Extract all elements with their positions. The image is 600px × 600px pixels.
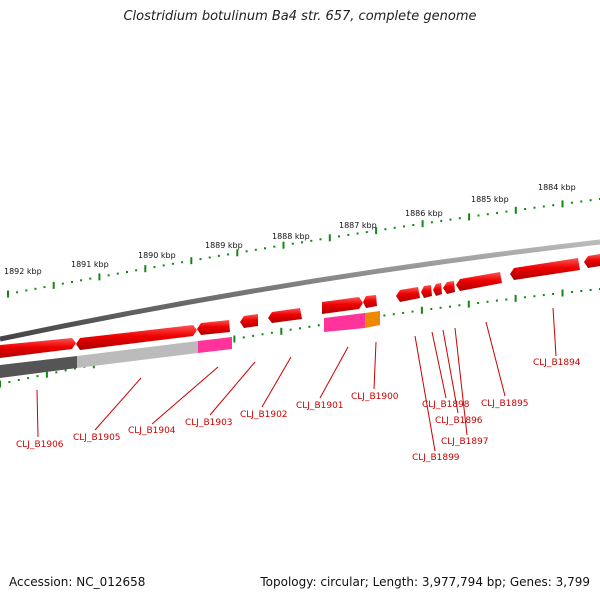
gene-label-1896: CLJ_B1896 — [435, 416, 483, 426]
gene-label-1906: CLJ_B1906 — [16, 440, 64, 450]
gene-arrow-1904 — [197, 320, 230, 335]
kbp-label-1885: 1885 kbp — [471, 195, 509, 204]
gene-label-1904: CLJ_B1904 — [128, 426, 176, 436]
gene-arrow-1897 — [433, 283, 442, 296]
backbone-ring — [0, 239, 600, 342]
gene-labels: CLJ_B1906 CLJ_B1905 CLJ_B1904 CLJ_B1903 … — [16, 358, 581, 463]
gene-label-1898: CLJ_B1898 — [422, 400, 470, 410]
gene-arrow-1893 — [584, 254, 600, 268]
gene-label-1903: CLJ_B1903 — [185, 418, 233, 428]
gene-arrow-1906 — [0, 338, 76, 358]
accession-text: Accession: NC_012658 — [9, 575, 146, 589]
pink-feature-1901 — [324, 313, 365, 332]
gene-arrow-1900 — [363, 295, 377, 308]
kbp-labels: 1892 kbp 1891 kbp 1890 kbp 1889 kbp 1888… — [4, 183, 576, 276]
gene-arrow-1901 — [322, 297, 363, 314]
kbp-label-1888: 1888 kbp — [272, 232, 310, 241]
gene-arrow-1905 — [76, 325, 197, 350]
kbp-label-1884: 1884 kbp — [538, 183, 576, 192]
kbp-label-1886: 1886 kbp — [405, 209, 443, 218]
gene-arrow-1903 — [240, 314, 258, 328]
light-grey-feature — [77, 341, 198, 368]
forward-strand-genes — [0, 254, 600, 358]
gene-label-1901: CLJ_B1901 — [296, 401, 344, 411]
pink-feature-1904 — [198, 337, 232, 353]
gene-arrow-1899 — [396, 287, 420, 302]
outer-scale-ticks — [7, 198, 600, 298]
orange-feature-1900 — [365, 311, 380, 328]
gene-label-1902: CLJ_B1902 — [240, 410, 288, 420]
gene-label-1905: CLJ_B1905 — [73, 433, 121, 443]
gene-arrow-1898 — [421, 285, 432, 298]
gene-arrow-1902 — [268, 308, 302, 323]
gene-arrow-1896 — [443, 281, 455, 294]
leader-lines — [36, 307, 557, 452]
kbp-label-1891: 1891 kbp — [71, 260, 109, 269]
gene-label-1899: CLJ_B1899 — [412, 453, 460, 463]
topology-text: Topology: circular; Length: 3,977,794 bp… — [260, 575, 590, 589]
gene-label-1900: CLJ_B1900 — [351, 392, 399, 402]
kbp-label-1890: 1890 kbp — [138, 251, 176, 260]
gene-label-1895: CLJ_B1895 — [481, 399, 529, 409]
kbp-label-1892: 1892 kbp — [4, 267, 42, 276]
map-title: Clostridium botulinum Ba4 str. 657, comp… — [123, 9, 477, 24]
gene-arrow-1894 — [510, 258, 580, 280]
gene-label-1897: CLJ_B1897 — [441, 437, 489, 447]
dark-grey-feature — [0, 356, 77, 378]
kbp-label-1889: 1889 kbp — [205, 241, 243, 250]
gene-arrow-1895 — [456, 272, 502, 291]
gene-label-1894: CLJ_B1894 — [533, 358, 581, 368]
kbp-label-1887: 1887 kbp — [339, 221, 377, 230]
inner-feature-track — [0, 311, 380, 378]
